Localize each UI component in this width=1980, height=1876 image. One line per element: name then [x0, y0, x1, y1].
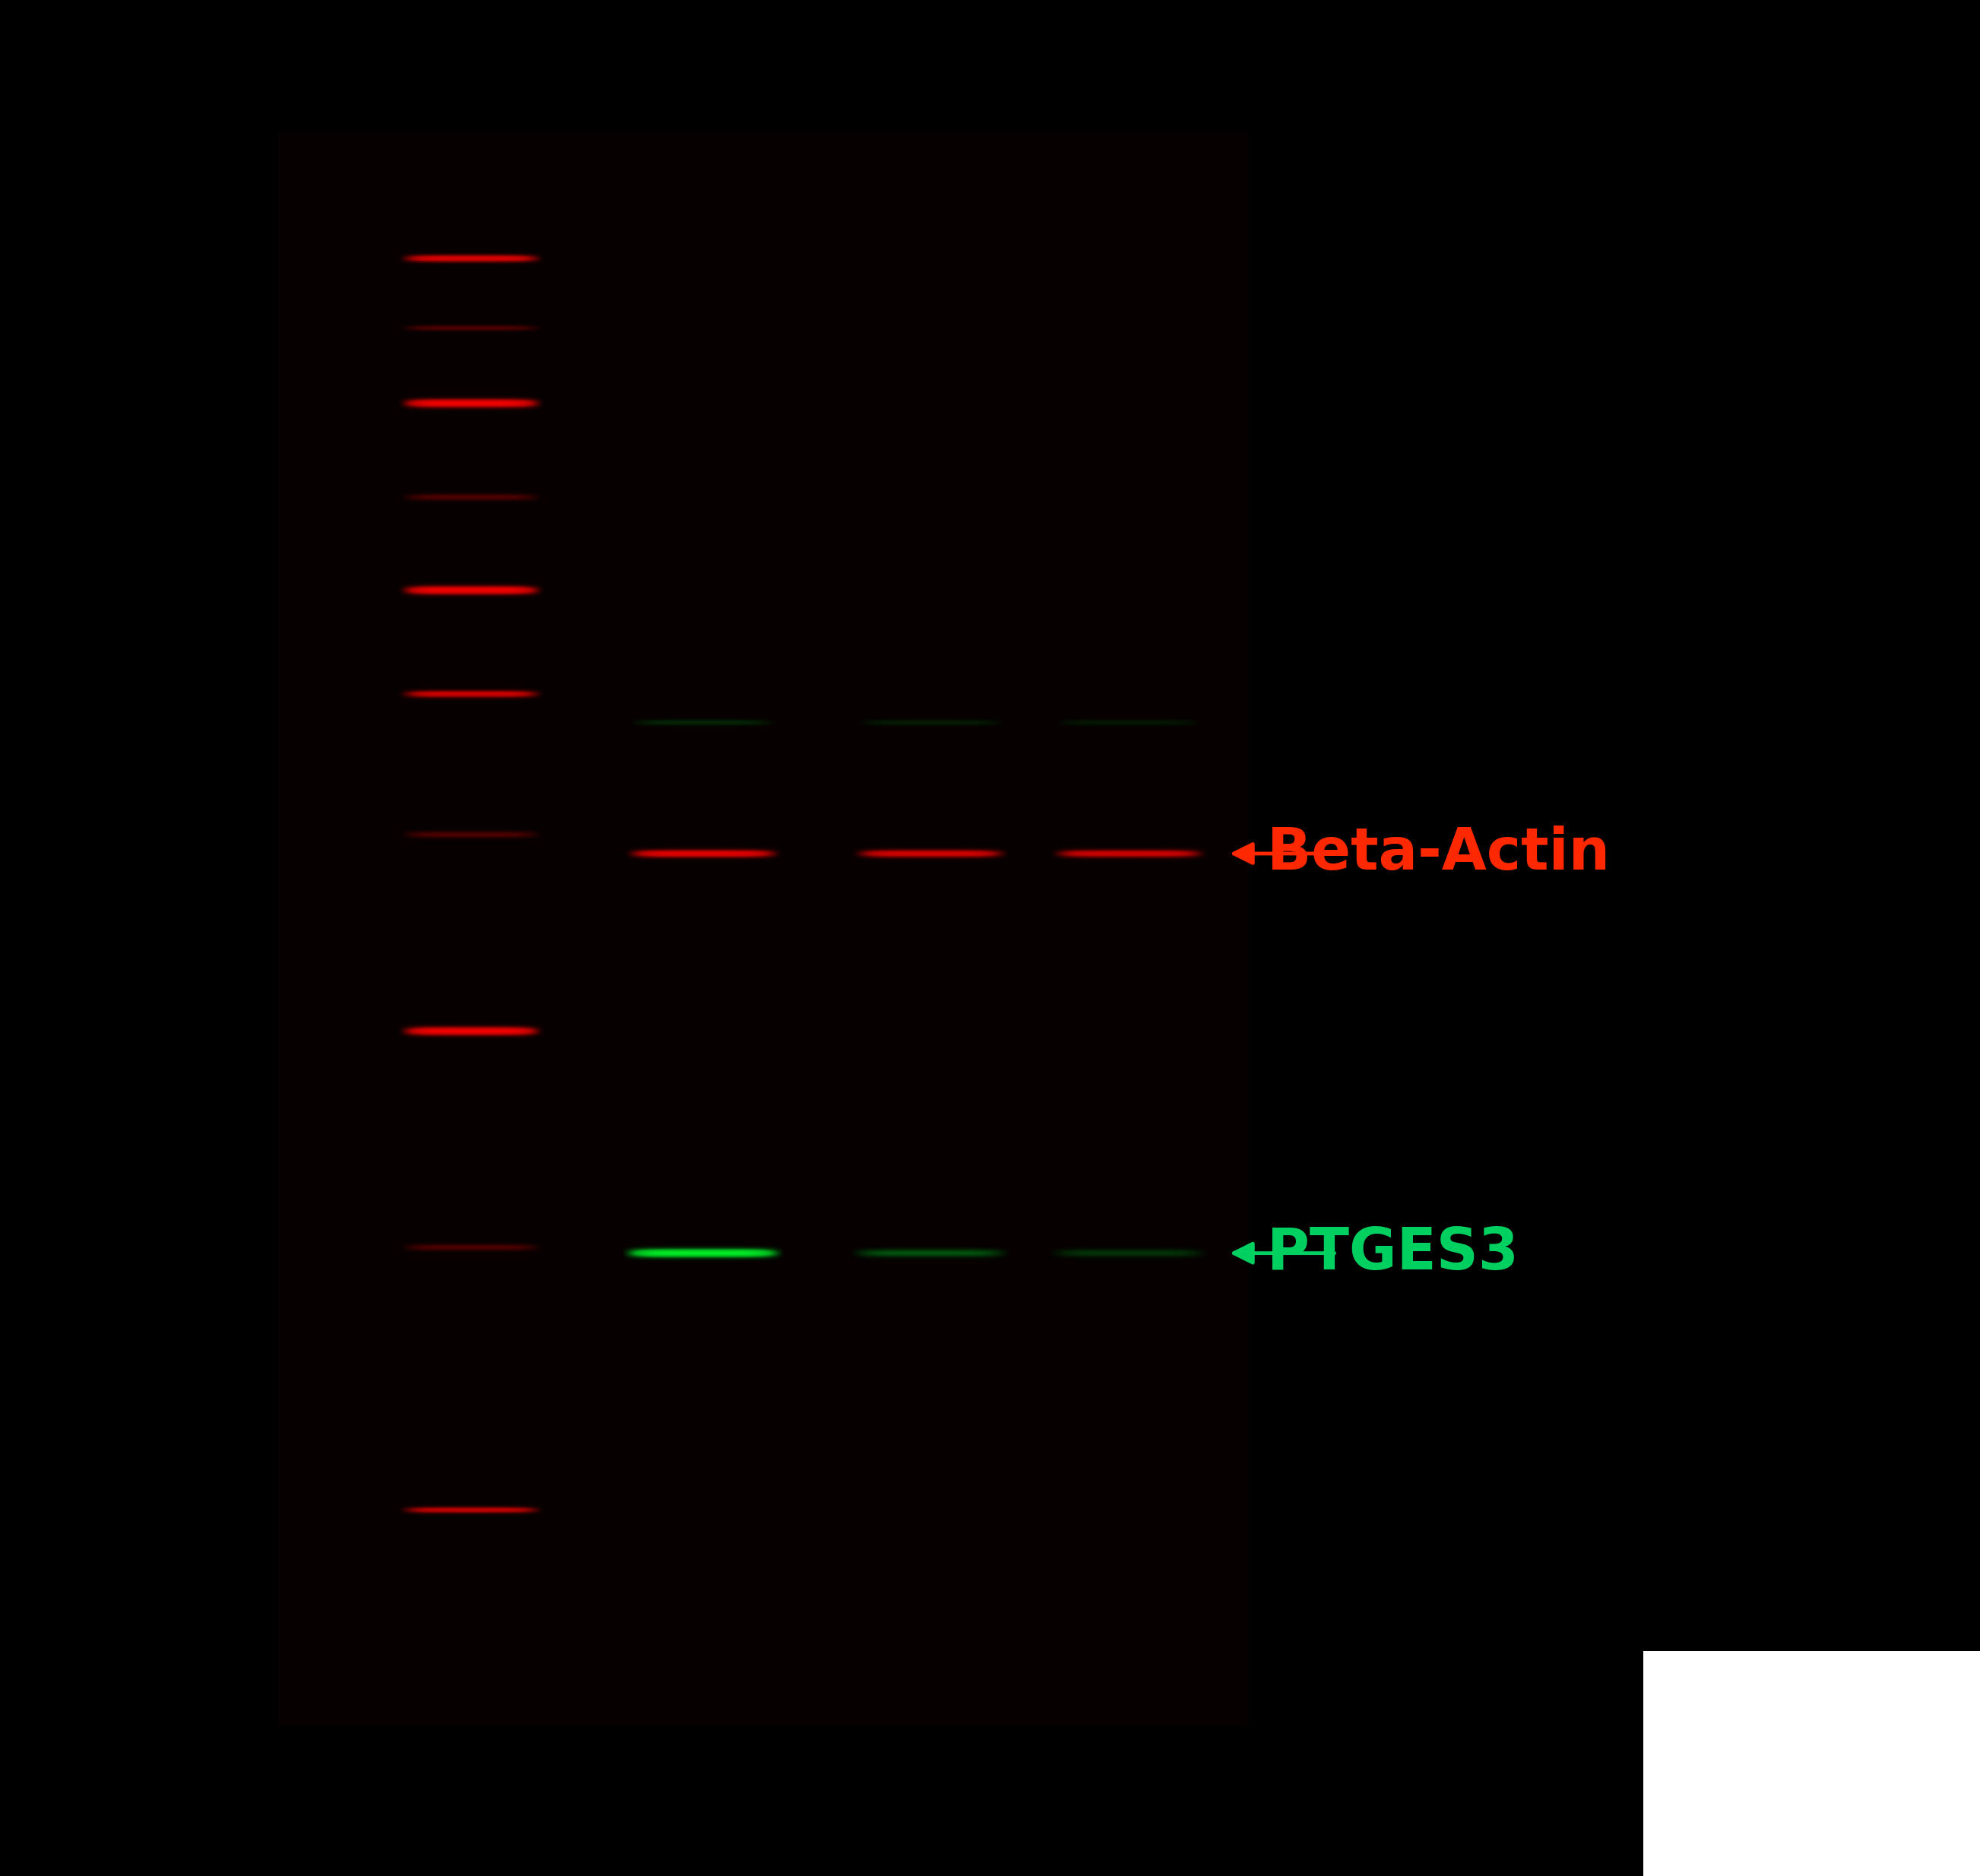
Bar: [1643, 1651, 1980, 1876]
Text: Beta-Actin: Beta-Actin: [1267, 825, 1610, 882]
Text: PTGES3: PTGES3: [1267, 1225, 1519, 1281]
